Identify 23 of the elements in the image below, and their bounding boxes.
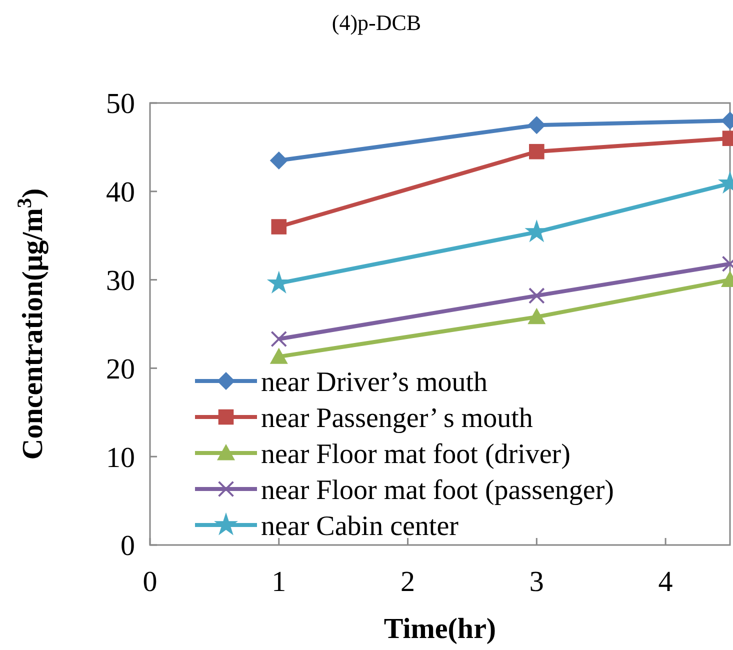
y-tick-label: 30 (106, 264, 135, 297)
x-tick-label: 4 (658, 566, 674, 598)
x-tick-label: 3 (529, 566, 544, 598)
chart-title: (4)p-DCB (332, 10, 422, 35)
y-tick-label: 50 (106, 88, 135, 120)
y-tick-label: 0 (120, 530, 135, 562)
legend-label: near Floor mat foot (passenger) (261, 474, 614, 506)
point (271, 219, 287, 234)
point (270, 151, 288, 170)
x-tick-label: 2 (400, 566, 416, 598)
x-tick-label: 0 (142, 566, 158, 598)
x-axis-title: Time(hr) (384, 613, 496, 645)
x-tick-label: 1 (272, 566, 286, 598)
y-tick-label: 10 (106, 442, 135, 474)
legend-label: near Passenger’ s mouth (261, 402, 533, 434)
legend-label: near Driver’s mouth (261, 366, 488, 398)
y-tick-label: 40 (106, 176, 135, 209)
point (270, 330, 288, 348)
y-tick-label: 20 (106, 353, 135, 386)
point (270, 348, 288, 364)
legend-label: near Cabin center (261, 510, 460, 542)
legend-label: near Floor mat foot (driver) (261, 438, 570, 470)
point (528, 288, 545, 304)
